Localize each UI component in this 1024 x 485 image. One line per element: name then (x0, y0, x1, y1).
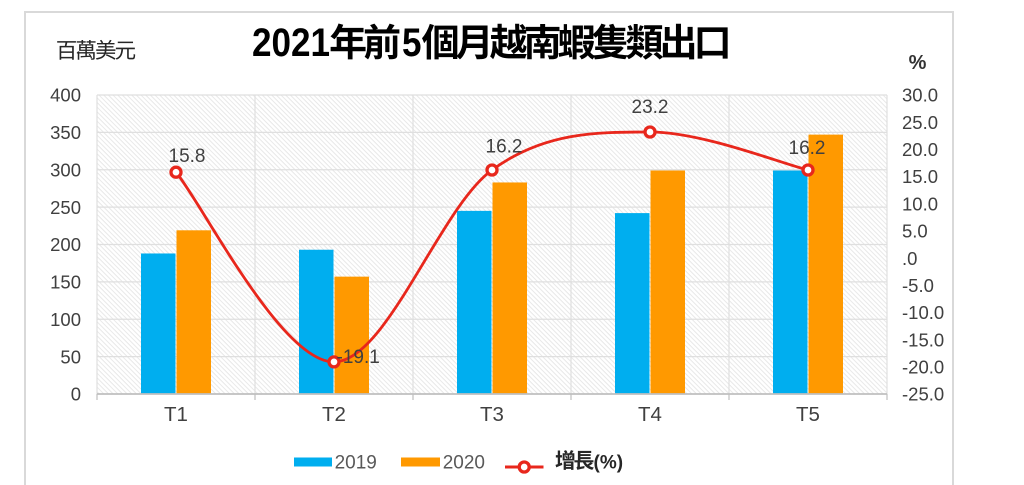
svg-text:16.2: 16.2 (789, 138, 826, 159)
svg-text:350: 350 (50, 122, 81, 143)
svg-text:300: 300 (50, 159, 81, 180)
svg-text:30.0: 30.0 (902, 85, 938, 106)
svg-text:%: % (909, 52, 927, 74)
svg-text:T1: T1 (164, 403, 188, 426)
svg-text:16.2: 16.2 (486, 137, 523, 158)
svg-text:2021: 2021 (252, 21, 330, 65)
svg-text:400: 400 (50, 85, 81, 106)
svg-text:T5: T5 (796, 403, 820, 426)
svg-text:250: 250 (50, 197, 81, 218)
svg-text:T2: T2 (322, 403, 346, 426)
svg-text:15.0: 15.0 (902, 166, 938, 187)
svg-text:23.2: 23.2 (632, 97, 669, 118)
svg-text:15.8: 15.8 (169, 146, 206, 167)
svg-text:-19.1: -19.1 (337, 347, 380, 368)
svg-text:150: 150 (50, 272, 81, 293)
svg-text:-25.0: -25.0 (902, 384, 944, 405)
svg-text:-5.0: -5.0 (902, 275, 934, 296)
svg-text:T3: T3 (480, 403, 504, 426)
svg-text:10.0: 10.0 (902, 193, 938, 214)
svg-text:2020: 2020 (443, 453, 485, 474)
svg-text:-15.0: -15.0 (902, 329, 944, 350)
svg-text:-20.0: -20.0 (902, 357, 944, 378)
svg-text:25.0: 25.0 (902, 112, 938, 133)
svg-text:.0: .0 (902, 248, 917, 269)
svg-text:50: 50 (60, 346, 81, 367)
svg-text:100: 100 (50, 309, 81, 330)
svg-text:2019: 2019 (335, 453, 377, 474)
svg-text:5.0: 5.0 (902, 221, 928, 242)
svg-text:5: 5 (402, 21, 422, 65)
svg-text:(%): (%) (594, 453, 624, 474)
svg-text:20.0: 20.0 (902, 139, 938, 160)
svg-text:-10.0: -10.0 (902, 302, 944, 323)
svg-text:200: 200 (50, 234, 81, 255)
svg-text:T4: T4 (638, 403, 662, 426)
svg-text:0: 0 (71, 384, 81, 405)
